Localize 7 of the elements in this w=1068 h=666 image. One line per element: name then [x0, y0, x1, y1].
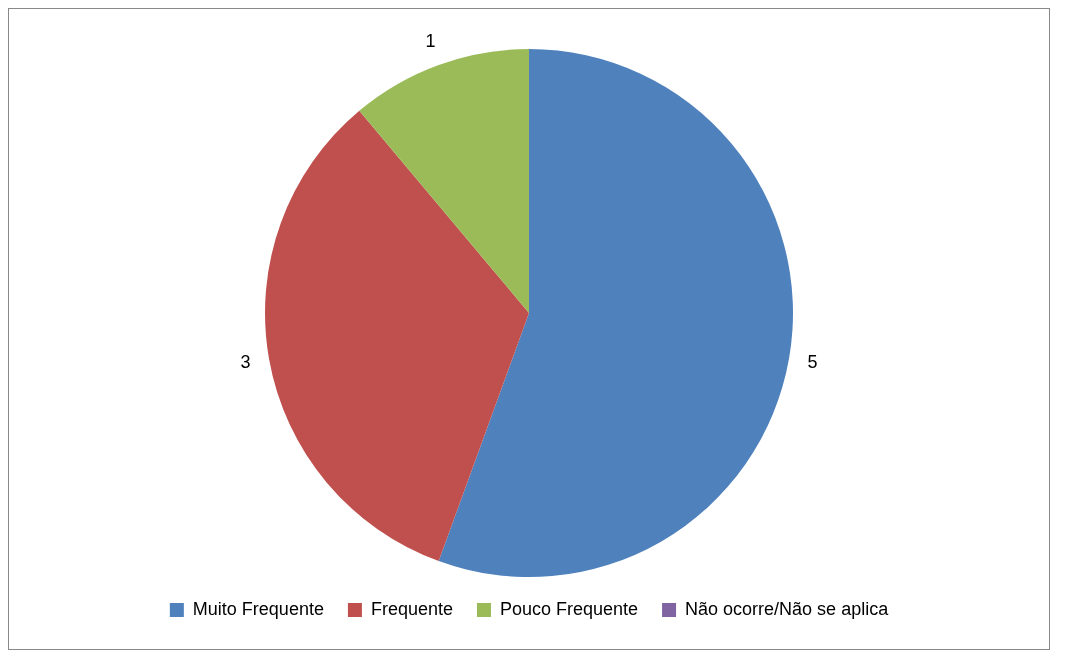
data-label: 1 [425, 31, 436, 52]
legend-label: Pouco Frequente [499, 598, 639, 619]
legend-label: Muito Frequente [192, 598, 324, 619]
legend-label: Frequente [370, 598, 453, 619]
legend-label: Não ocorre/Não se aplica [685, 598, 890, 619]
data-label: 5 [807, 351, 818, 372]
data-label: 3 [240, 351, 251, 372]
